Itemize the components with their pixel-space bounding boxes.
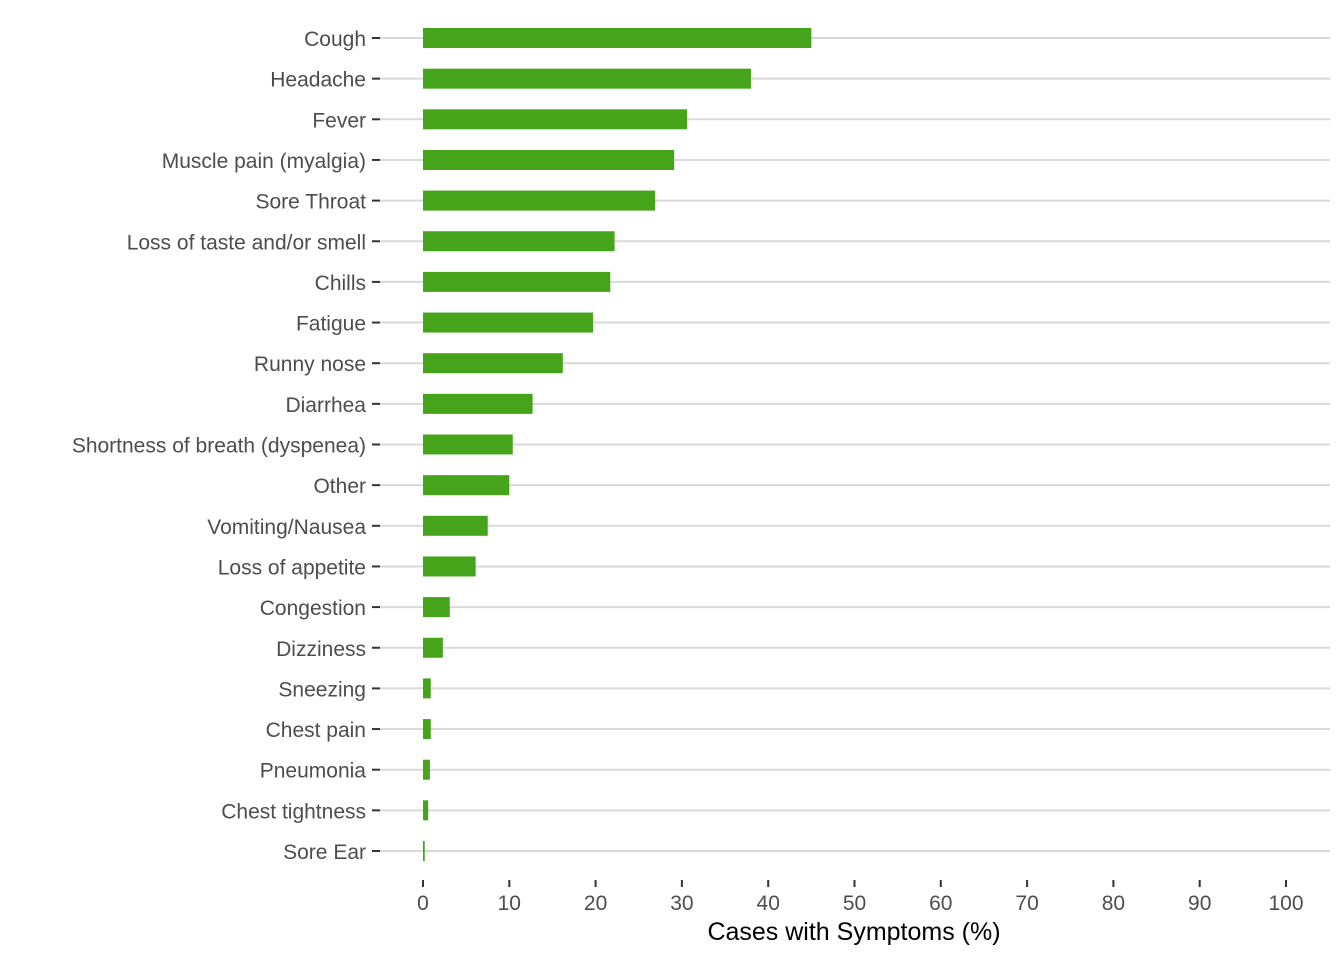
y-tick-label: Chest tightness	[221, 800, 366, 823]
x-tick-label: 90	[1188, 892, 1211, 915]
y-tick-label: Loss of taste and/or smell	[127, 231, 366, 254]
bar	[423, 475, 510, 496]
x-tick-label: 50	[843, 892, 866, 915]
bar	[423, 637, 443, 658]
bar	[423, 719, 431, 740]
y-tick-label: Vomiting/Nausea	[207, 516, 366, 539]
bar	[423, 109, 688, 130]
y-tick-label: Loss of appetite	[218, 556, 366, 579]
y-tick-label: Chest pain	[266, 719, 366, 742]
y-tick-label: Diarrhea	[285, 394, 366, 417]
y-tick-label: Other	[313, 475, 366, 498]
bar	[423, 678, 431, 699]
x-axis: 0 10 20 30 40 50 60 70 80 90 100	[417, 880, 1304, 915]
bar	[423, 759, 430, 780]
y-tick-label: Sore Throat	[255, 191, 366, 214]
bars	[423, 28, 812, 861]
x-tick-label: 10	[498, 892, 521, 915]
bar	[423, 312, 594, 333]
bar	[423, 515, 488, 536]
x-tick-label: 100	[1268, 892, 1303, 915]
y-tick-label: Dizziness	[276, 638, 366, 661]
bar	[423, 393, 533, 414]
bar	[423, 556, 476, 577]
bar	[423, 353, 563, 374]
bar	[423, 28, 812, 48]
x-tick-label: 70	[1015, 892, 1038, 915]
y-tick-label: Muscle pain (myalgia)	[162, 150, 366, 173]
x-axis-title: Cases with Symptoms (%)	[707, 918, 1000, 946]
y-tick-label: Sore Ear	[283, 841, 366, 864]
x-tick-label: 0	[417, 892, 429, 915]
y-tick-label: Shortness of breath (dyspenea)	[72, 435, 366, 458]
bar	[423, 190, 656, 211]
bar	[423, 597, 450, 618]
y-tick-label: Congestion	[260, 597, 366, 620]
y-axis: Cough Headache Fever Muscle pain (myalgia) S…	[72, 28, 380, 864]
bar	[423, 231, 615, 252]
x-tick-label: 30	[670, 892, 693, 915]
y-tick-label: Runny nose	[254, 353, 366, 376]
bar	[423, 271, 611, 292]
y-tick-label: Fever	[312, 109, 366, 132]
x-tick-label: 80	[1102, 892, 1125, 915]
bar	[423, 800, 429, 821]
x-tick-label: 40	[757, 892, 780, 915]
y-tick-label: Fatigue	[296, 313, 366, 336]
bar	[423, 68, 751, 89]
y-tick-label: Sneezing	[278, 678, 366, 701]
x-tick-label: 60	[929, 892, 952, 915]
y-tick-label: Headache	[270, 69, 366, 92]
y-tick-label: Cough	[304, 28, 366, 51]
bar	[423, 841, 425, 861]
x-tick-label: 20	[584, 892, 607, 915]
y-tick-label: Chills	[315, 272, 366, 295]
y-tick-label: Pneumonia	[260, 760, 367, 783]
bar	[423, 434, 513, 455]
bar	[423, 149, 675, 170]
